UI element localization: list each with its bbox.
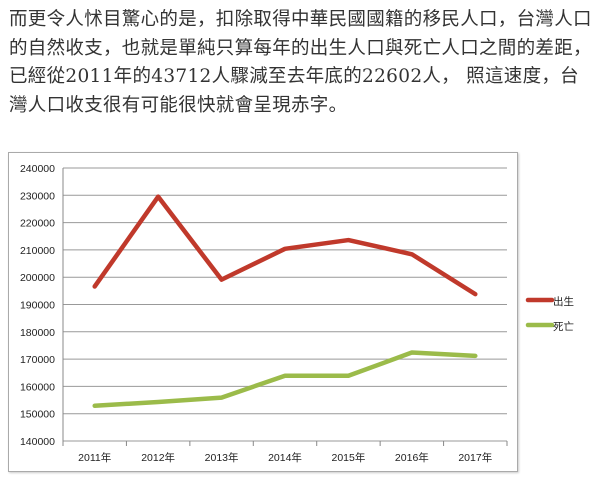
x-tick-label: 2017年 <box>458 451 492 464</box>
legend-label: 出生 <box>553 295 574 308</box>
x-tick-label: 2013年 <box>205 451 239 464</box>
series-line-0 <box>92 194 478 297</box>
x-tick-label: 2011年 <box>78 451 111 464</box>
x-tick-label: 2014年 <box>268 451 302 464</box>
y-tick-label: 220000 <box>20 218 55 230</box>
y-tick-label: 170000 <box>20 354 55 366</box>
y-tick-label: 200000 <box>20 272 55 284</box>
chart-frame <box>8 152 518 472</box>
y-tick-label: 150000 <box>20 409 55 421</box>
y-tick-label: 140000 <box>20 436 55 448</box>
y-tick-label: 240000 <box>20 163 55 175</box>
y-tick-label: 230000 <box>20 190 55 202</box>
series-line-1 <box>92 350 478 409</box>
legend-label: 死亡 <box>553 320 574 333</box>
y-tick-label: 160000 <box>20 381 55 393</box>
x-tick-label: 2015年 <box>331 451 365 464</box>
y-tick-label: 180000 <box>20 327 55 339</box>
x-tick-label: 2012年 <box>141 451 175 464</box>
y-tick-label: 210000 <box>20 245 55 257</box>
x-tick-label: 2016年 <box>395 451 429 464</box>
article-paragraph: 而更令人怵目驚心的是，扣除取得中華民國國籍的移民人口，台灣人口的自然收支，也就是… <box>9 9 592 116</box>
y-tick-label: 190000 <box>20 300 55 312</box>
